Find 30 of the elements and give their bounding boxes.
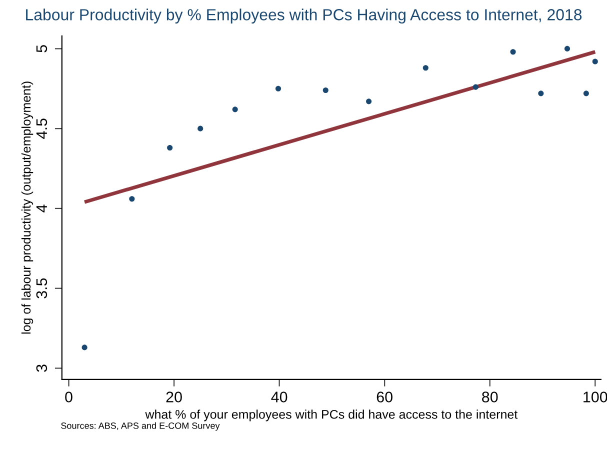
point	[82, 344, 88, 350]
point	[564, 46, 570, 52]
point	[366, 98, 372, 104]
point	[472, 84, 478, 90]
chart-title: Labour Productivity by % Employees with PCs Having Access to Internet, 2018	[26, 8, 582, 24]
source-note: Sources: ABS, APS and E-COM Survey	[61, 422, 220, 431]
point	[583, 90, 589, 96]
point	[538, 90, 544, 96]
x-tick-label: 60	[376, 392, 392, 402]
y-tick-label: 3	[36, 364, 48, 372]
x-tick-label: 0	[65, 392, 72, 402]
y-tick-label: 4.5	[36, 118, 48, 139]
point	[592, 58, 598, 64]
x-axis-title: what % of your employees with PCs did have access to the internet	[145, 410, 518, 422]
y-tick-label: 5	[36, 45, 48, 52]
point	[232, 106, 238, 112]
x-tick-label: 80	[482, 392, 498, 402]
point	[322, 87, 328, 94]
point	[198, 126, 204, 132]
x-tick-label: 100	[584, 392, 607, 402]
point	[129, 196, 135, 202]
x-tick-label: 40	[271, 392, 288, 402]
point	[510, 49, 516, 55]
y-axis-title: log of labour productivity (output/employment)	[21, 82, 34, 334]
point	[275, 86, 282, 92]
y-tick-label: 3.5	[36, 278, 48, 298]
point	[422, 65, 428, 71]
point	[167, 144, 173, 151]
y-tick-label: 4	[36, 204, 47, 212]
x-tick-label: 20	[166, 392, 182, 402]
